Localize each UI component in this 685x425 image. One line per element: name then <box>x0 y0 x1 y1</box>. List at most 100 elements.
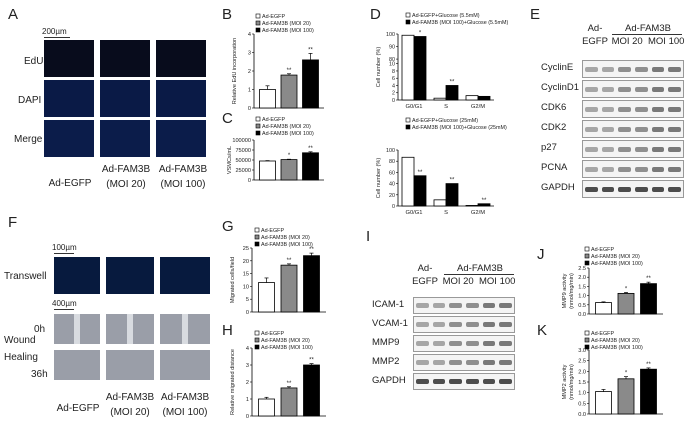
band-label-p27: p27 <box>541 142 557 153</box>
legend-swatch-d1-0 <box>405 12 411 18</box>
scale-bar-label-f-top: 100µm <box>52 243 77 252</box>
legend-swatch-d2-1 <box>405 124 411 130</box>
band <box>449 341 462 346</box>
band <box>618 66 631 72</box>
band <box>499 379 512 384</box>
wb-i-header-fam3b: Ad-FAM3B <box>457 263 503 274</box>
legend-text-h-0: Ad-EGFP <box>261 331 284 337</box>
row-label-0h: 0h <box>34 324 46 335</box>
y-tick-label-b-3: 3 <box>248 51 251 57</box>
legend-text-d1-0: Ad-EGFP+Glucose (5.5mM) <box>412 13 480 19</box>
bar-k-1 <box>617 378 635 415</box>
band-strip-cdk6 <box>582 100 684 118</box>
y-tick-label-b-1: 1 <box>248 88 251 94</box>
panel-label-h: H <box>222 322 233 339</box>
bar-j-1 <box>617 292 635 315</box>
band <box>618 166 631 172</box>
legend-swatch-j-1 <box>584 253 590 259</box>
scale-bar-a <box>44 37 70 38</box>
row-label-edu: EdU <box>24 56 44 67</box>
group-label-moi100-a: Ad-FAM3B (MOI 100) <box>158 164 208 190</box>
y-tick-label-d1-3: 6 <box>392 76 395 82</box>
y-tick-label-g-1: 5 <box>246 297 249 303</box>
panel-label-g: G <box>222 218 234 235</box>
band <box>635 166 648 172</box>
legend-text-g-2: Ad-FAM3B (MOI 100) <box>261 242 313 248</box>
band <box>466 303 479 308</box>
y-tick-label-g-5: 25 <box>243 246 249 252</box>
y-tick-label-d2-2: 40 <box>389 182 395 188</box>
legend-swatch-j-2 <box>584 260 590 266</box>
legend-swatch-h-2 <box>254 344 260 350</box>
significance-j-1: * <box>625 286 628 292</box>
row-label-dapi: DAPI <box>18 95 42 106</box>
bar-c-2 <box>302 152 319 181</box>
y-tick-label-c-4: 100000 <box>232 138 251 144</box>
band-strip-p27 <box>582 140 684 158</box>
y-tick-label-k-3: 1.5 <box>578 380 586 386</box>
y-axis-label-d1: Cell number (%) <box>376 47 382 88</box>
legend-text-k-1: Ad-FAM3B (MOI 20) <box>591 338 640 344</box>
bar-h-1 <box>280 387 298 417</box>
band-strip-cycline <box>582 60 684 78</box>
band <box>601 126 615 132</box>
band <box>432 303 446 308</box>
band <box>668 166 681 172</box>
y-tick-label-d1-6: 80 <box>389 57 395 63</box>
panel-label-b: B <box>222 6 233 23</box>
y-tick-label-g-0: 0 <box>246 310 249 316</box>
y-tick-label-k-0: 0.0 <box>578 412 586 418</box>
y-tick-label-d2-1: 20 <box>389 193 395 199</box>
panel-label-a: A <box>8 6 19 23</box>
band-label-vcam-1: VCAM-1 <box>372 318 408 329</box>
band-label-icam-1: ICAM-1 <box>372 299 405 310</box>
group-label-moi20-a: Ad-FAM3B (MOI 20) <box>101 164 151 190</box>
bar-k-2 <box>640 368 657 415</box>
dapi-image-egfp <box>44 80 94 117</box>
significance-j-2: ** <box>646 276 651 282</box>
band-label-cdk2: CDK2 <box>541 122 567 133</box>
band <box>651 126 665 132</box>
significance-c-2: ** <box>308 146 313 152</box>
legend-swatch-b-2 <box>255 27 261 33</box>
band-label-cdk6: CDK6 <box>541 102 567 113</box>
group-label-egfp-f: Ad-EGFP <box>56 403 100 414</box>
bar-g-2 <box>303 255 320 313</box>
scale-bar-f-top <box>54 253 74 254</box>
band-strip-cdk2 <box>582 120 684 138</box>
band <box>601 106 615 112</box>
y-tick-label-c-0: 0 <box>248 178 251 184</box>
legend-text-k-2: Ad-FAM3B (MOI 100) <box>591 345 643 351</box>
band-strip-gapdh <box>413 373 515 390</box>
y-axis-label-h: Relative migrated distance <box>230 349 236 415</box>
bar-d1-1-1 <box>445 85 459 101</box>
significance-b-2: ** <box>308 47 313 53</box>
band <box>651 166 665 172</box>
bar-d1-0-0 <box>401 34 415 101</box>
band <box>499 303 512 308</box>
bar-b-0 <box>259 89 276 109</box>
band <box>449 303 462 308</box>
legend-text-g-0: Ad-EGFP <box>261 228 284 234</box>
y-tick-label-k-5: 2.5 <box>578 359 586 365</box>
bar-d2-2-1 <box>477 203 491 207</box>
wb-e-header-fam3b: Ad-FAM3B <box>625 23 671 34</box>
bar-d2-0-1 <box>413 175 427 207</box>
group-label-moi100-f: Ad-FAM3B (MOI 100) <box>160 392 210 418</box>
legend-text-k-0: Ad-EGFP <box>591 331 614 337</box>
y-tick-label-c-2: 50000 <box>235 158 251 164</box>
legend-swatch-c-2 <box>255 130 261 136</box>
scale-bar-label-f-bottom: 400µm <box>52 299 77 308</box>
band <box>668 126 681 132</box>
band <box>449 379 462 384</box>
significance-b-1: ** <box>287 68 292 74</box>
band <box>585 126 598 132</box>
significance-d2-2-1: ** <box>482 198 487 204</box>
significance-d1-0-1: * <box>419 31 422 37</box>
band <box>601 86 615 92</box>
band-label-gapdh: GAPDH <box>372 375 406 386</box>
significance-c-1: * <box>288 153 291 159</box>
row-label-healing: Healing <box>4 352 38 363</box>
wound-0h-image-egfp <box>54 314 100 344</box>
bar-b-1 <box>280 74 298 109</box>
